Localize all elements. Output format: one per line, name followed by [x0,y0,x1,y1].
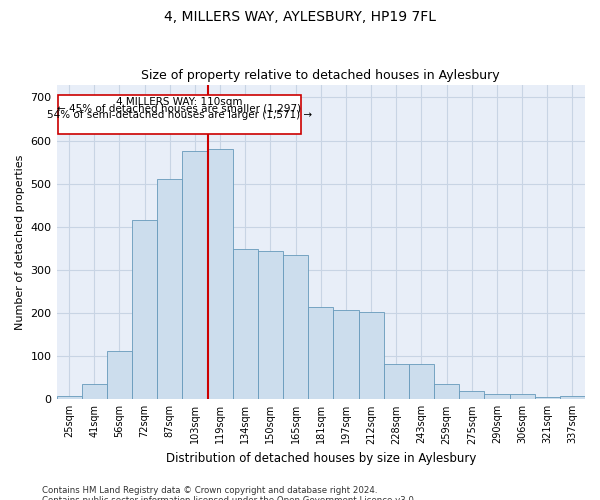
Bar [509,394,535,400]
Bar [208,149,233,400]
Bar [434,384,459,400]
Bar [359,312,383,400]
Text: Contains HM Land Registry data © Crown copyright and database right 2024.: Contains HM Land Registry data © Crown c… [42,486,377,495]
Bar [383,364,409,400]
Bar [560,396,585,400]
Bar [535,397,560,400]
Bar [484,394,509,400]
Bar [308,308,334,400]
Bar [233,250,258,400]
Title: Size of property relative to detached houses in Aylesbury: Size of property relative to detached ho… [142,69,500,82]
FancyBboxPatch shape [58,96,301,134]
Text: Contains public sector information licensed under the Open Government Licence v3: Contains public sector information licen… [42,496,416,500]
Bar [182,152,208,400]
Bar [258,250,283,400]
Text: 54% of semi-detached houses are larger (1,571) →: 54% of semi-detached houses are larger (… [47,110,312,120]
Y-axis label: Number of detached properties: Number of detached properties [15,154,25,330]
Bar [409,364,434,400]
Bar [283,255,308,400]
Bar [82,384,107,400]
Bar [56,396,82,400]
Text: ← 45% of detached houses are smaller (1,297): ← 45% of detached houses are smaller (1,… [57,104,301,114]
Bar [132,220,157,400]
Bar [459,390,484,400]
Text: 4 MILLERS WAY: 110sqm: 4 MILLERS WAY: 110sqm [116,98,242,108]
Text: 4, MILLERS WAY, AYLESBURY, HP19 7FL: 4, MILLERS WAY, AYLESBURY, HP19 7FL [164,10,436,24]
X-axis label: Distribution of detached houses by size in Aylesbury: Distribution of detached houses by size … [166,452,476,465]
Bar [334,310,359,400]
Bar [107,350,132,400]
Bar [157,180,182,400]
